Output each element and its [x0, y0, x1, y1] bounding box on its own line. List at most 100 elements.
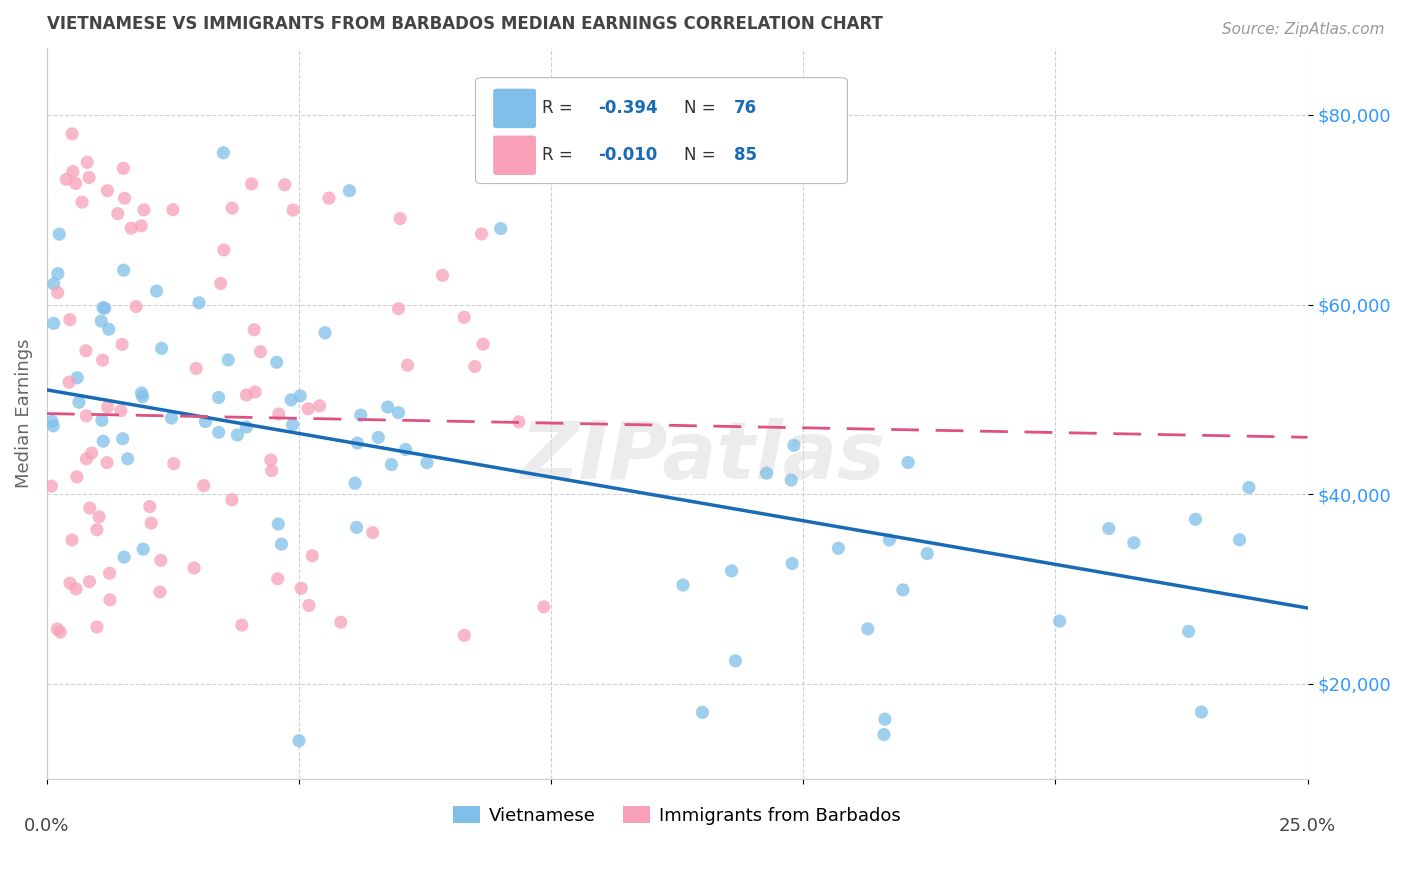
Point — [208, 425, 231, 440]
Point — [508, 415, 530, 429]
Point — [692, 706, 714, 720]
Y-axis label: Median Earnings: Median Earnings — [15, 339, 32, 488]
Point — [80, 446, 103, 460]
Point — [98, 566, 121, 581]
Point — [879, 533, 901, 547]
Point — [129, 219, 152, 233]
Point — [91, 434, 114, 449]
Point — [131, 386, 153, 401]
Point — [344, 476, 367, 491]
Point — [66, 371, 89, 385]
Point — [1049, 614, 1071, 628]
Point — [91, 353, 114, 368]
Point — [1189, 705, 1212, 719]
Text: 85: 85 — [734, 146, 756, 164]
Point — [62, 164, 84, 178]
Point — [125, 300, 148, 314]
Point — [1177, 624, 1199, 639]
Point — [67, 395, 90, 409]
Point — [453, 628, 475, 642]
Point — [186, 361, 208, 376]
Point — [873, 728, 896, 742]
Point — [267, 572, 290, 586]
Text: 76: 76 — [734, 99, 756, 118]
Point — [162, 202, 184, 217]
Point — [387, 406, 409, 420]
Point — [163, 457, 186, 471]
Point — [86, 523, 108, 537]
Point — [117, 451, 139, 466]
Point — [90, 413, 112, 427]
Point — [249, 344, 271, 359]
Text: R =: R = — [543, 99, 578, 118]
Point — [891, 582, 914, 597]
Point — [42, 317, 65, 331]
Point — [111, 432, 134, 446]
Point — [432, 268, 454, 283]
Point — [453, 310, 475, 325]
Point — [41, 479, 63, 493]
Point — [472, 337, 495, 351]
Point — [396, 358, 419, 372]
Point — [96, 456, 118, 470]
Point — [226, 428, 249, 442]
Point — [281, 417, 304, 432]
Point — [314, 326, 336, 340]
Point — [183, 561, 205, 575]
Text: 25.0%: 25.0% — [1279, 817, 1336, 835]
Point — [150, 342, 173, 356]
Point — [65, 177, 87, 191]
Point — [141, 516, 163, 530]
Point — [98, 592, 121, 607]
Point — [193, 478, 215, 492]
Point — [46, 285, 69, 300]
Point — [208, 391, 231, 405]
Point — [280, 392, 302, 407]
Point — [720, 564, 742, 578]
Point — [394, 442, 416, 457]
Point — [780, 473, 803, 487]
Point — [755, 466, 778, 480]
Point — [266, 355, 288, 369]
Point — [288, 733, 311, 747]
Point — [112, 263, 135, 277]
Text: N =: N = — [683, 146, 720, 164]
Point — [367, 430, 389, 444]
Point — [346, 520, 368, 534]
Point — [217, 353, 239, 368]
Text: -0.394: -0.394 — [598, 99, 658, 118]
Point — [290, 389, 312, 403]
Point — [112, 550, 135, 565]
Point — [79, 501, 101, 516]
Point — [76, 155, 98, 169]
Point — [86, 620, 108, 634]
Point — [1229, 533, 1251, 547]
Point — [90, 314, 112, 328]
Point — [243, 384, 266, 399]
Point — [489, 221, 512, 235]
Point — [290, 581, 312, 595]
Point — [240, 177, 263, 191]
Point — [110, 403, 132, 417]
Point — [111, 337, 134, 351]
Point — [132, 202, 155, 217]
Point — [87, 509, 110, 524]
Point — [346, 436, 368, 450]
Point — [114, 191, 136, 205]
Point — [139, 500, 162, 514]
Point — [188, 295, 211, 310]
Text: -0.010: -0.010 — [598, 146, 657, 164]
Point — [298, 599, 321, 613]
FancyBboxPatch shape — [494, 136, 536, 175]
Point — [273, 178, 295, 192]
Text: R =: R = — [543, 146, 578, 164]
Point — [270, 537, 292, 551]
Point — [231, 618, 253, 632]
Point — [724, 654, 747, 668]
Text: N =: N = — [683, 99, 720, 118]
Point — [75, 409, 97, 423]
Point — [131, 390, 153, 404]
Point — [1098, 521, 1121, 535]
Point — [46, 622, 69, 636]
Point — [194, 415, 217, 429]
